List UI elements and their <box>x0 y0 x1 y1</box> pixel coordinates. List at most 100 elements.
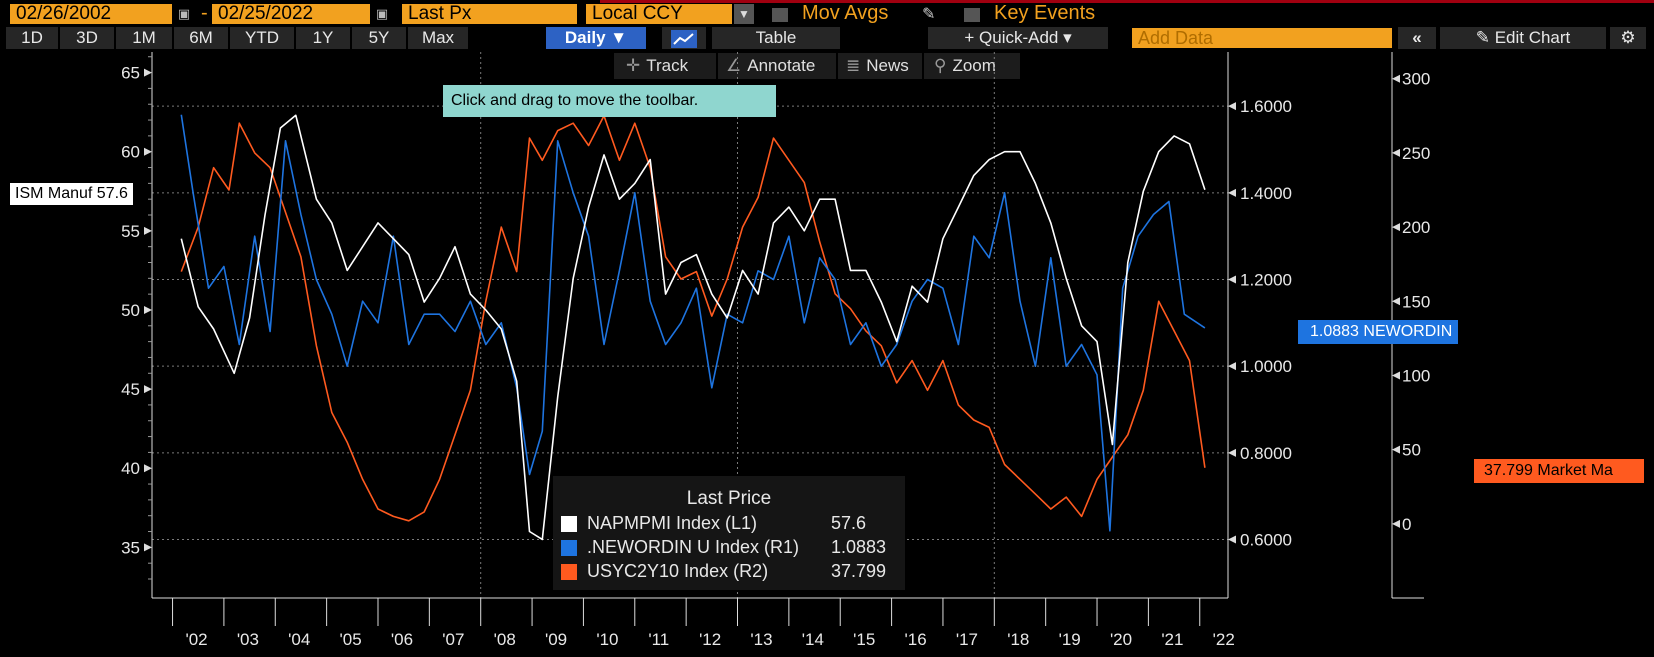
tick-label-x: '15 <box>853 630 875 649</box>
tick-mark-r1 <box>1228 275 1236 284</box>
zoom-button[interactable]: ⚲ Zoom <box>924 53 1020 79</box>
range-3d[interactable]: 3D <box>60 27 114 49</box>
tick-mark-r2 <box>1392 223 1400 232</box>
tick-label-r2: 200 <box>1402 218 1430 237</box>
range-1m[interactable]: 1M <box>116 27 172 49</box>
legend-series-value: 1.0883 <box>831 537 887 557</box>
calendar-icon[interactable]: ▣ <box>177 6 191 21</box>
tick-mark-left <box>144 226 152 235</box>
quick-add-label: + Quick-Add <box>964 28 1059 47</box>
tick-label-x: '22 <box>1213 630 1235 649</box>
table-button[interactable]: Table <box>712 27 840 49</box>
tick-label-x: '08 <box>494 630 516 649</box>
tick-label-r2: 100 <box>1402 366 1430 385</box>
tick-label-x: '21 <box>1161 630 1183 649</box>
tick-label-left: 55 <box>121 222 140 241</box>
ism-last-value-tag: ISM Manuf 57.6 <box>10 183 133 205</box>
chart-type-button[interactable] <box>662 27 706 49</box>
calendar-icon[interactable]: ▣ <box>375 6 389 21</box>
tick-label-x: '16 <box>905 630 927 649</box>
curve-last-value-tag: 37.799 Market Ma <box>1474 459 1644 483</box>
tick-label-x: '14 <box>802 630 824 649</box>
tick-label-r1: 1.6000 <box>1240 97 1292 116</box>
tick-mark-r2 <box>1392 445 1400 454</box>
legend-swatch <box>561 540 577 556</box>
tick-mark-r1 <box>1228 188 1236 197</box>
tick-label-x: '19 <box>1059 630 1081 649</box>
date-from-field[interactable]: 02/26/2002 <box>10 4 172 24</box>
tick-label-r2: 150 <box>1402 292 1430 311</box>
legend-title: Last Price <box>686 488 772 509</box>
annotate-icon: ∠ <box>726 56 742 75</box>
tick-mark-r1 <box>1228 448 1236 457</box>
tick-label-r2: 250 <box>1402 144 1430 163</box>
date-to-field[interactable]: 02/25/2022 <box>212 4 370 24</box>
tick-label-x: '04 <box>288 630 310 649</box>
tick-label-x: '06 <box>391 630 413 649</box>
tick-label-x: '11 <box>648 630 669 649</box>
tick-mark-r2 <box>1392 148 1400 157</box>
news-button[interactable]: ≣ News <box>838 53 922 79</box>
range-1d[interactable]: 1D <box>6 27 58 49</box>
legend-series-value: 57.6 <box>831 513 867 533</box>
periodicity-select[interactable]: Daily ▼ <box>546 27 646 49</box>
track-button[interactable]: ✛ Track <box>614 53 716 79</box>
edit-chart-label: Edit Chart <box>1494 28 1571 47</box>
pencil-icon[interactable]: ✎ <box>922 6 936 23</box>
tick-mark-left <box>144 305 152 314</box>
tick-label-x: '05 <box>340 630 362 649</box>
tick-label-r2: 50 <box>1402 441 1421 460</box>
date-separator: - <box>201 2 208 24</box>
key-events-checkbox[interactable] <box>964 8 980 22</box>
add-data-input[interactable]: Add Data <box>1132 28 1392 48</box>
key-events-label[interactable]: Key Events <box>994 2 1096 24</box>
series-line-l1 <box>180 114 1206 541</box>
tick-mark-r1 <box>1228 362 1236 371</box>
tick-label-r2: 0 <box>1402 515 1411 534</box>
legend-series-name: USYC2Y10 Index (R2) <box>587 561 769 581</box>
chart-legend[interactable]: Last Price NAPMPMI Index (L1) 57.6 .NEWO… <box>553 476 905 590</box>
tick-mark-left <box>144 464 152 473</box>
tick-label-r1: 1.4000 <box>1240 184 1292 203</box>
track-label: Track <box>646 56 689 75</box>
toolbar-tooltip: Click and drag to move the toolbar. <box>443 85 776 117</box>
neword-last-value-tag: 1.0883 NEWORDIN <box>1298 320 1459 344</box>
tick-mark-left <box>144 543 152 552</box>
annotate-label: Annotate <box>747 56 816 75</box>
tick-label-left: 60 <box>121 143 140 162</box>
tick-label-x: '10 <box>596 630 618 649</box>
mov-avgs-label[interactable]: Mov Avgs <box>802 2 889 24</box>
tick-label-x: '07 <box>442 630 464 649</box>
tick-label-r1: 0.6000 <box>1240 531 1292 550</box>
gear-icon[interactable]: ⚙ <box>1610 27 1646 49</box>
tick-mark-left <box>144 147 152 156</box>
quick-add-button[interactable]: + Quick-Add ▾ <box>928 27 1108 49</box>
tick-label-x: '18 <box>1007 630 1029 649</box>
tick-label-r1: 1.0000 <box>1240 357 1292 376</box>
currency-select[interactable]: Local CCY <box>586 4 732 24</box>
chevron-down-icon[interactable]: ▼ <box>734 4 754 24</box>
range-6m[interactable]: 6M <box>174 27 228 49</box>
collapse-icon[interactable]: « <box>1398 27 1436 49</box>
range-1y[interactable]: 1Y <box>296 27 350 49</box>
range-ytd[interactable]: YTD <box>230 27 294 49</box>
news-label: News <box>866 56 909 75</box>
tick-label-r1: 1.2000 <box>1240 271 1292 290</box>
edit-chart-button[interactable]: ✎ Edit Chart <box>1440 27 1606 49</box>
tick-mark-r1 <box>1228 102 1236 111</box>
tick-mark-r2 <box>1392 297 1400 306</box>
tick-mark-r2 <box>1392 74 1400 83</box>
crosshair-icon: ✛ <box>626 56 641 75</box>
legend-series-name: .NEWORDIN U Index (R1) <box>587 537 800 557</box>
news-icon: ≣ <box>846 56 861 75</box>
tick-label-left: 35 <box>121 538 140 557</box>
tick-label-x: '13 <box>750 630 772 649</box>
range-max[interactable]: Max <box>408 27 468 49</box>
range-5y[interactable]: 5Y <box>352 27 406 49</box>
series-line-r2 <box>180 115 1206 522</box>
mov-avgs-checkbox[interactable] <box>772 8 788 22</box>
field-select[interactable]: Last Px <box>402 4 577 24</box>
pencil-icon: ✎ <box>1475 28 1490 47</box>
tick-label-x: '02 <box>185 630 207 649</box>
